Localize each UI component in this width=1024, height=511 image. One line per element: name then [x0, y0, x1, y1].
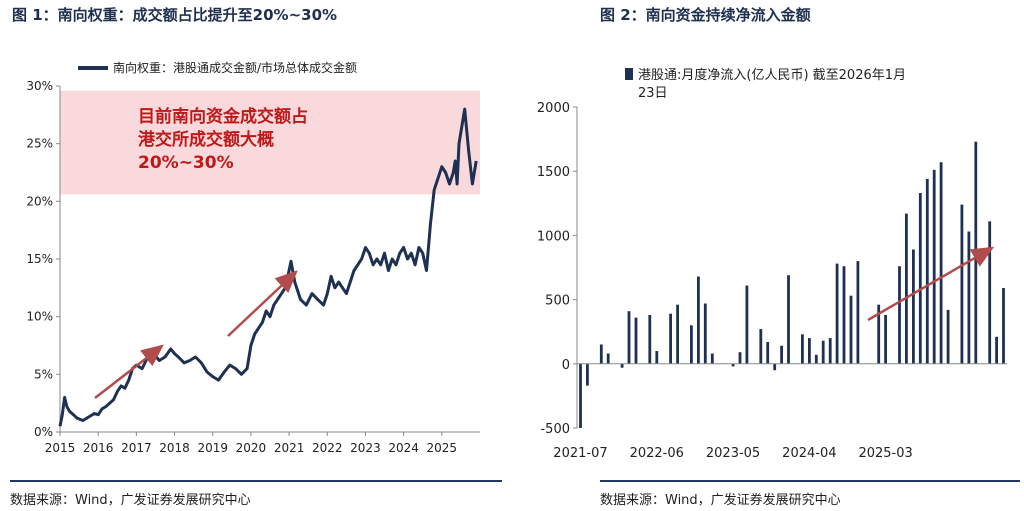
- bar-2023-07: [745, 285, 749, 364]
- y-tick-label: 5%: [34, 367, 53, 381]
- bar-2025-07: [912, 249, 915, 364]
- bar-2026-02: [960, 204, 964, 364]
- bar-2026-07: [995, 336, 998, 364]
- x-tick-label: 2015: [45, 441, 76, 455]
- bar-2024-05: [814, 354, 818, 364]
- right-figure-title: 图 2：南向资金持续净流入金额: [600, 6, 811, 24]
- x-tick-label: 2025-03: [858, 446, 912, 461]
- x-tick-label: 2022: [312, 441, 343, 455]
- x-tick-label: 2021: [274, 441, 305, 455]
- y-tick-label: 1000: [537, 229, 570, 244]
- bar-2025-09: [925, 178, 929, 364]
- bar-2024-06: [821, 340, 825, 364]
- y-tick-label: 2000: [537, 101, 570, 116]
- bar-2022-09: [676, 304, 679, 364]
- left-figure: 图 1：南向权重：成交额占比提升至20%~30% 0% 5% 10% 15% 20% 25…: [10, 6, 502, 508]
- bar-2022-12: [697, 276, 700, 364]
- annotation-line: 港交所成交额大概: [138, 129, 274, 150]
- right-figure: 图 2：南向资金持续净流入金额 -500 0 500 1000 1500 2000 2021…: [512, 0, 1024, 511]
- bar-2023-02: [710, 353, 714, 364]
- bar-2025-10: [932, 169, 936, 364]
- bar-2025-08: [918, 193, 922, 364]
- x-tick-label: 2020: [236, 441, 267, 455]
- bar-2023-09: [759, 329, 763, 364]
- x-tick-label: 2017: [121, 441, 152, 455]
- x-tick-label: 2024-04: [782, 446, 836, 461]
- bar-2024-09: [842, 266, 846, 364]
- y-tick-label: 20%: [26, 194, 53, 208]
- bar-2026-06: [988, 221, 992, 364]
- bar-2021-11: [606, 353, 610, 364]
- bar-2023-11: [773, 363, 777, 371]
- legend-swatch: [625, 68, 633, 80]
- bar-2021-10: [599, 344, 603, 364]
- bar-2025-05: [898, 266, 901, 364]
- y-tick-label: 500: [545, 294, 570, 309]
- bar-2025-12: [946, 309, 950, 364]
- y-tick-label: 15%: [26, 252, 53, 266]
- bar-2022-02: [627, 311, 631, 364]
- bar-2024-08: [835, 263, 839, 364]
- bar-2026-03: [967, 231, 971, 364]
- bar-2026-04: [974, 141, 978, 364]
- trend-arrow: [94, 344, 164, 399]
- bar-2023-10: [766, 342, 770, 364]
- x-tick-label: 2021-07: [553, 446, 607, 461]
- bar-2022-11: [690, 325, 693, 364]
- y-tick-label: -500: [540, 422, 570, 437]
- x-tick-label: 2024: [388, 441, 419, 455]
- x-tick-label: 2022-06: [630, 446, 684, 461]
- bar-2024-01: [787, 275, 790, 364]
- annotation-line: 目前南向资金成交额占: [138, 106, 308, 127]
- y-tick-label: 0%: [34, 425, 53, 439]
- trend-arrow: [867, 246, 995, 322]
- left-figure-title: 图 1：南向权重：成交额占比提升至20%~30%: [12, 6, 338, 24]
- x-tick-label: 2023-05: [706, 446, 760, 461]
- left-source-note: 数据来源：Wind，广发证券发展研究中心: [10, 493, 251, 508]
- bar-2022-08: [669, 313, 672, 364]
- bar-2023-01: [703, 303, 707, 364]
- y-tick-label: 0: [562, 358, 570, 373]
- bar-2022-06: [655, 351, 659, 364]
- bar-2025-02: [877, 304, 881, 364]
- bar-2024-04: [808, 338, 811, 364]
- bar-2026-08: [1002, 288, 1005, 364]
- bar-2023-06: [738, 352, 742, 364]
- annotation-line: 20%~30%: [138, 153, 234, 173]
- x-tick-label: 2025: [427, 441, 458, 455]
- highlight-band: [60, 90, 480, 195]
- y-tick-label: 25%: [26, 137, 53, 151]
- legend-label: 南向权重：港股通成交金额/市场总体成交金额: [113, 60, 357, 75]
- bar-2023-12: [780, 345, 783, 364]
- bar-2021-07: [579, 363, 582, 428]
- y-tick-label: 10%: [26, 310, 53, 324]
- bar-2025-03: [884, 315, 887, 364]
- bar-2024-11: [856, 261, 860, 364]
- bar-2024-03: [801, 334, 804, 364]
- bar-2024-10: [849, 295, 853, 364]
- right-source-note: 数据来源：Wind，广发证券发展研究中心: [600, 493, 841, 508]
- y-tick-label: 1500: [537, 165, 570, 180]
- bar-2023-05: [731, 363, 735, 367]
- bar-2024-07: [828, 338, 832, 364]
- x-tick-label: 2016: [83, 441, 114, 455]
- right-footer-rule: [600, 480, 1020, 482]
- legend-label: 港股通:月度净流入(亿人民币) 截至2026年1月: [638, 67, 906, 83]
- bar-2025-06: [905, 213, 908, 364]
- bar-2025-11: [939, 162, 943, 364]
- bar-2021-08: [586, 363, 589, 386]
- x-tick-label: 2023: [350, 441, 381, 455]
- bar-2022-01: [620, 363, 624, 368]
- x-tick-label: 2019: [197, 441, 228, 455]
- y-tick-label: 30%: [26, 79, 53, 93]
- bar-2022-03: [634, 317, 638, 364]
- right-bar-chart: -500 0 500 1000 1500 2000 2021-07 2022-06 2023-0…: [537, 67, 1007, 461]
- bar-2022-05: [648, 315, 652, 364]
- x-tick-label: 2018: [159, 441, 190, 455]
- left-line-chart: 0% 5% 10% 15% 20% 25% 30% 2015 2016 2017 2018 2019 2…: [26, 60, 480, 455]
- trend-arrow: [227, 270, 298, 337]
- legend-label-continued: 23日: [638, 86, 668, 101]
- left-footer-rule: [10, 480, 502, 482]
